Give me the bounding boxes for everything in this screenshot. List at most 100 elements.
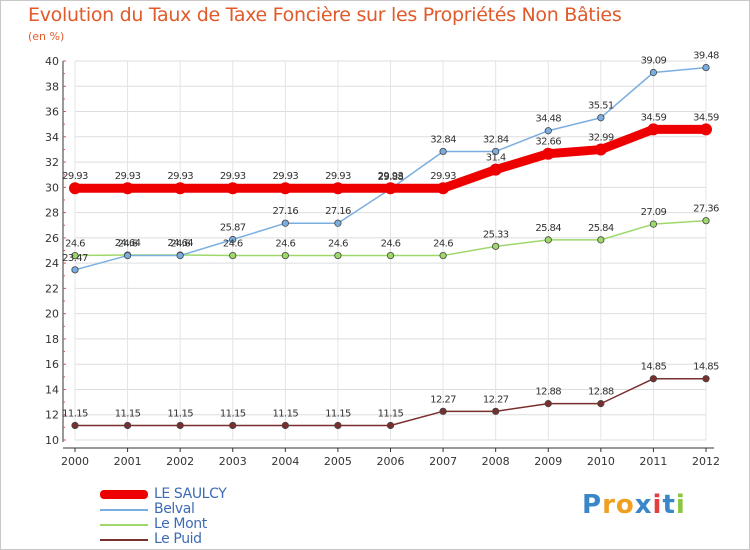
data-point-le-mont	[386, 251, 395, 260]
data-point-belval	[176, 251, 184, 260]
x-tick-label: 2007	[429, 455, 457, 468]
data-point-le-saulcy	[226, 182, 239, 195]
data-label-le-mont: 25.33	[483, 229, 509, 240]
data-label-le-mont: 25.84	[535, 223, 561, 234]
data-label-le-puid: 11.15	[62, 408, 88, 419]
data-point-belval	[492, 147, 500, 156]
chart-subtitle: (en %)	[28, 30, 65, 43]
data-point-belval	[702, 63, 710, 72]
logo-letter: i	[652, 490, 663, 520]
data-label-le-puid: 11.15	[378, 408, 404, 419]
data-label-le-mont: 24.6	[223, 239, 243, 250]
data-point-belval	[71, 266, 79, 274]
data-label-belval: 32.84	[430, 134, 456, 145]
y-tick-label: 32	[45, 156, 59, 169]
data-point-le-mont	[229, 251, 237, 260]
data-point-belval	[229, 235, 237, 244]
x-tick-label: 2005	[324, 455, 352, 468]
data-label-le-mont: 24.6	[275, 239, 295, 250]
x-tick-label: 2004	[271, 455, 299, 468]
data-point-le-puid	[386, 421, 395, 430]
chart-legend: LE SAULCY Belval Le Mont Le Puid	[100, 486, 227, 547]
data-label-belval: 24.6	[170, 239, 190, 250]
legend-swatch-le-puid	[100, 538, 148, 541]
data-label-le-mont: 24.6	[328, 239, 348, 250]
y-tick-label: 22	[45, 282, 59, 295]
data-label-le-mont: 24.6	[381, 239, 401, 250]
x-tick-label: 2003	[219, 455, 247, 468]
data-point-le-mont	[492, 242, 500, 250]
data-label-belval: 32.84	[483, 134, 509, 145]
proxiti-logo: Proxiti	[582, 490, 686, 520]
data-point-le-saulcy	[489, 163, 502, 176]
data-label-belval: 27.16	[273, 206, 299, 217]
data-point-le-mont	[71, 251, 79, 260]
y-tick-label: 12	[45, 409, 59, 422]
data-point-le-puid	[492, 407, 500, 415]
data-point-le-saulcy	[69, 182, 81, 195]
data-label-belval: 24.6	[118, 239, 138, 250]
data-label-le-saulcy: 29.93	[378, 171, 404, 182]
data-point-le-saulcy	[647, 123, 660, 136]
data-point-le-mont	[281, 251, 289, 260]
x-tick-label: 2009	[534, 455, 562, 468]
data-point-belval	[334, 219, 342, 227]
y-tick-label: 16	[45, 358, 59, 371]
data-label-belval: 39.09	[641, 55, 667, 66]
legend-swatch-belval	[100, 508, 148, 511]
data-label-le-saulcy: 29.93	[167, 171, 193, 182]
data-label-le-puid: 14.85	[641, 362, 667, 373]
legend-label: LE SAULCY	[154, 486, 227, 502]
data-label-le-puid: 11.15	[220, 408, 246, 419]
data-label-le-puid: 12.27	[483, 394, 509, 405]
data-label-le-saulcy: 29.93	[220, 171, 246, 182]
x-tick-label: 2000	[61, 455, 89, 468]
y-tick-label: 24	[45, 257, 59, 270]
data-label-le-puid: 11.15	[167, 408, 193, 419]
legend-label: Belval	[154, 501, 195, 517]
data-label-le-saulcy: 34.59	[693, 112, 719, 123]
data-label-le-saulcy: 29.93	[62, 171, 88, 182]
x-tick-label: 2008	[482, 455, 510, 468]
y-tick-label: 20	[45, 308, 59, 321]
data-point-le-puid	[123, 421, 132, 430]
legend-label: Le Puid	[154, 531, 202, 547]
y-tick-label: 36	[45, 106, 59, 119]
data-label-le-saulcy: 34.59	[641, 112, 667, 123]
data-label-le-puid: 11.15	[115, 408, 141, 419]
data-label-le-mont: 24.64	[167, 238, 193, 249]
data-point-le-puid	[649, 375, 658, 383]
data-point-le-puid	[281, 421, 289, 430]
data-label-belval: 29.88	[378, 172, 404, 183]
data-label-le-mont: 25.84	[588, 223, 614, 234]
data-point-le-mont	[439, 251, 447, 260]
data-point-le-mont	[334, 251, 342, 260]
data-point-belval	[281, 219, 289, 227]
logo-letter: r	[602, 490, 616, 520]
data-point-le-saulcy	[437, 182, 450, 195]
data-point-le-puid	[229, 421, 237, 430]
data-point-le-saulcy	[279, 182, 292, 195]
data-point-le-puid	[334, 421, 342, 430]
data-label-le-mont: 27.09	[641, 207, 667, 218]
data-label-le-puid: 12.27	[430, 394, 456, 405]
data-label-le-saulcy: 29.93	[325, 171, 351, 182]
x-tick-label: 2011	[639, 455, 667, 468]
data-label-le-puid: 11.15	[325, 408, 351, 419]
data-point-le-puid	[702, 375, 710, 383]
legend-swatch-le-mont	[100, 523, 148, 526]
data-point-le-saulcy	[700, 123, 712, 136]
data-label-le-mont: 24.6	[65, 239, 85, 250]
x-tick-label: 2010	[587, 455, 615, 468]
data-point-le-puid	[439, 407, 447, 415]
data-point-le-saulcy	[542, 147, 555, 160]
x-tick-label: 2006	[377, 455, 405, 468]
legend-item-le-saulcy: LE SAULCY	[100, 486, 227, 502]
chart-title: Evolution du Taux de Taxe Foncière sur l…	[28, 4, 622, 26]
data-label-belval: 34.48	[535, 114, 561, 125]
data-point-belval	[439, 147, 447, 156]
data-point-le-puid	[176, 421, 184, 430]
data-label-le-puid: 14.85	[693, 362, 719, 373]
